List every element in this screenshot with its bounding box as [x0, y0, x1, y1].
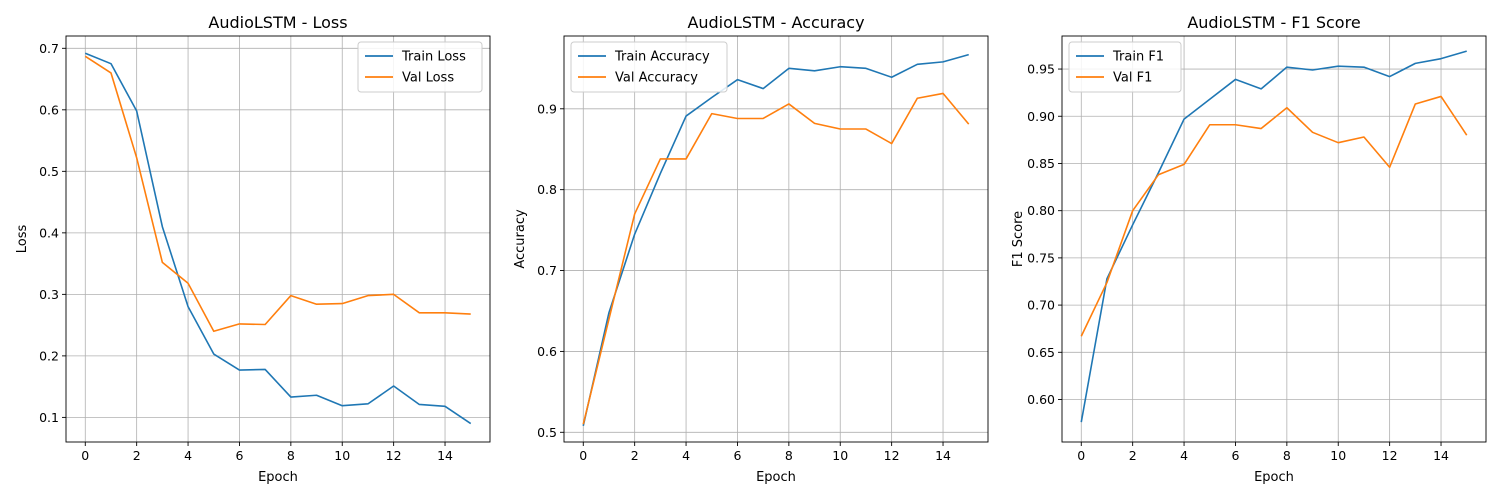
legend-entry: Val Accuracy [615, 71, 698, 86]
plot-frame [65, 35, 491, 443]
plot-frame [1061, 35, 1487, 443]
y-tick-label: 0.60 [1027, 392, 1055, 407]
y-tick-label: 0.65 [1027, 345, 1055, 360]
y-axis-label: Loss [15, 225, 30, 254]
x-tick-label: 6 [1231, 448, 1239, 463]
legend-entry: Val F1 [1113, 71, 1152, 86]
legend-entry: Train Loss [401, 50, 466, 65]
chart-title: AudioLSTM - Accuracy [687, 13, 864, 32]
series-line-2 [582, 92, 970, 425]
x-tick-label: 14 [1433, 448, 1449, 463]
y-tick-label: 0.90 [1027, 109, 1055, 124]
y-tick-label: 0.5 [537, 425, 557, 440]
x-tick-label: 4 [682, 448, 690, 463]
y-tick-label: 0.8 [537, 182, 557, 197]
x-tick-label: 4 [1180, 448, 1188, 463]
y-tick-label: 0.4 [39, 225, 59, 240]
x-tick-label: 12 [884, 448, 900, 463]
chart-panel-2: 0 2 4 6 8 10 12 14 0.5 0.6 0.7 0.8 0.9 AudioLSTM - Ac… [513, 13, 989, 485]
y-tick-label: 0.7 [537, 263, 557, 278]
legend-box [570, 41, 728, 93]
x-tick-label: 10 [832, 448, 848, 463]
x-tick-label: 8 [1283, 448, 1291, 463]
x-tick-label: 6 [235, 448, 243, 463]
chart-panel-3: 0 2 4 6 8 10 12 14 0.60 0.65 0.70 0.75 0.80 0.85 0.90 0… [1011, 13, 1487, 485]
y-tick-label: 0.6 [39, 102, 59, 117]
y-tick-label: 0.95 [1027, 62, 1055, 77]
series-line-2 [84, 55, 471, 333]
x-axis-label: Epoch [258, 470, 298, 485]
x-tick-label: 2 [1129, 448, 1137, 463]
x-tick-label: 14 [935, 448, 951, 463]
legend: Train Accuracy Val Accuracy [570, 41, 728, 93]
x-axis-label: Epoch [756, 470, 796, 485]
legend-entry: Train F1 [1112, 50, 1164, 65]
series-line-1 [84, 52, 472, 425]
legend: Train F1 Val F1 [1068, 41, 1182, 93]
x-tick-label: 14 [437, 448, 453, 463]
x-tick-label: 2 [133, 448, 141, 463]
y-tick-label: 0.7 [39, 41, 59, 56]
chart-title: AudioLSTM - F1 Score [1187, 13, 1360, 32]
x-tick-label: 2 [631, 448, 639, 463]
legend-entry: Val Loss [402, 71, 454, 86]
x-tick-label: 4 [184, 448, 192, 463]
y-tick-label: 0.75 [1027, 250, 1055, 265]
x-tick-label: 10 [334, 448, 350, 463]
x-tick-label: 0 [81, 448, 89, 463]
y-tick-label: 0.6 [537, 344, 557, 359]
series-line-1 [582, 53, 969, 426]
legend-box [357, 41, 483, 93]
x-tick-label: 6 [733, 448, 741, 463]
y-axis-label: F1 Score [1011, 211, 1026, 267]
chart-panel-1: 0 2 4 6 8 10 12 14 0.1 0.2 0.3 0.4 0.5 0.6 0.7 AudioLST… [15, 13, 491, 485]
x-tick-label: 12 [386, 448, 402, 463]
y-tick-label: 0.70 [1027, 298, 1055, 313]
y-tick-label: 0.80 [1027, 203, 1055, 218]
legend: Train Loss Val Loss [357, 41, 483, 93]
x-tick-label: 0 [579, 448, 587, 463]
chart-title: AudioLSTM - Loss [208, 13, 347, 32]
x-tick-label: 12 [1382, 448, 1398, 463]
y-tick-label: 0.5 [39, 164, 59, 179]
y-tick-label: 0.85 [1027, 156, 1055, 171]
plot-frame [563, 35, 989, 443]
x-tick-label: 8 [287, 448, 295, 463]
legend-box [1068, 41, 1182, 93]
x-tick-label: 0 [1077, 448, 1085, 463]
series-line-2 [1080, 95, 1468, 337]
y-tick-label: 0.2 [39, 348, 59, 363]
series-line-1 [1080, 50, 1467, 423]
y-tick-label: 0.3 [39, 287, 59, 302]
y-tick-label: 0.1 [39, 410, 59, 425]
x-axis-label: Epoch [1254, 470, 1294, 485]
y-axis-label: Accuracy [513, 209, 528, 269]
x-tick-label: 8 [785, 448, 793, 463]
legend-entry: Train Accuracy [614, 50, 710, 65]
x-tick-label: 10 [1330, 448, 1346, 463]
y-tick-label: 0.9 [537, 101, 557, 116]
